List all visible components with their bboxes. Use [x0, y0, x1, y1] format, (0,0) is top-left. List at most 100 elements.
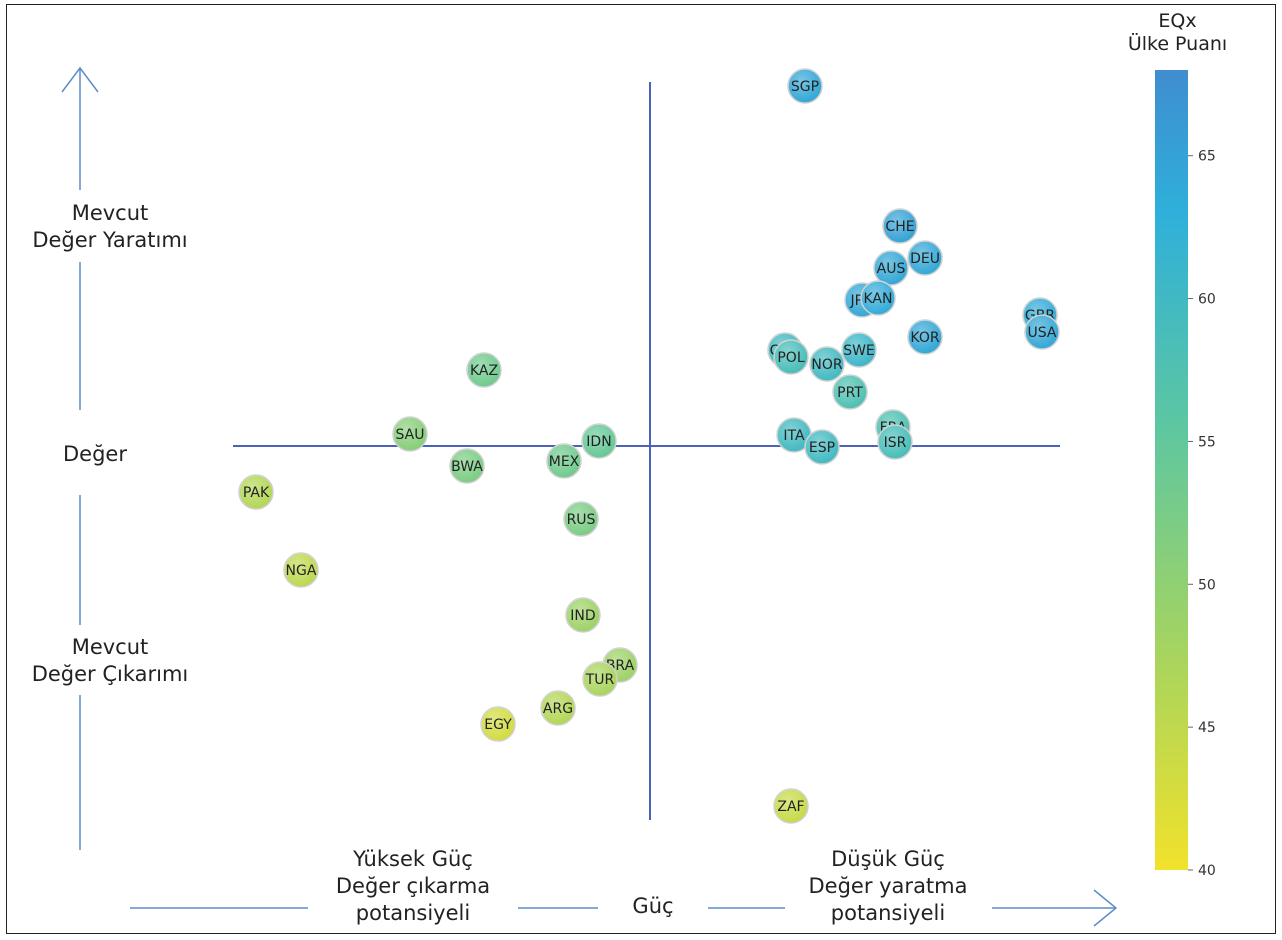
point-shine — [874, 251, 908, 285]
point-shine — [810, 347, 844, 381]
point-shine — [547, 444, 581, 478]
point-swe: SWE — [841, 332, 877, 368]
value-arrow — [61, 66, 99, 850]
point-zaf: ZAF — [773, 788, 809, 824]
x-left-line3: potansiyeli — [355, 901, 471, 925]
point-label: SAU — [396, 427, 425, 443]
point-esp: ESP — [804, 429, 840, 465]
point-bwa: BWA — [449, 448, 485, 484]
point-shine — [566, 598, 600, 632]
point-idn: IDN — [581, 423, 617, 459]
point-shine — [393, 417, 427, 451]
point-label: CHE — [885, 219, 914, 235]
point-label: KOR — [910, 330, 939, 346]
point-label: AUS — [877, 261, 906, 277]
point-label: RUS — [567, 512, 596, 528]
point-label: POL — [777, 350, 804, 366]
x-left-line1: Yüksek Güç — [353, 847, 473, 871]
point-egy: EGY — [480, 706, 516, 742]
data-points: SGPCHEDEUAUSJPNKANGBRUSAKORCHNPOLSWENORP… — [238, 68, 1060, 824]
point-shine — [777, 418, 811, 452]
point-label: NOR — [811, 357, 842, 373]
y-top-line2: Değer Yaratımı — [32, 228, 188, 252]
point-label: ISR — [884, 435, 907, 451]
point-prt: PRT — [832, 374, 868, 410]
colorbar-ticks: 40 45 50 55 60 65 — [1188, 149, 1216, 879]
point-aus: AUS — [873, 250, 909, 286]
colorbar-tick-label: 55 — [1198, 434, 1216, 450]
point-mex: MEX — [546, 443, 582, 479]
colorbar-title: EQx Ülke Puanı — [1110, 10, 1245, 56]
point-label: ITA — [783, 428, 805, 444]
point-shine — [908, 241, 942, 275]
point-usa: USA — [1024, 314, 1060, 350]
point-shine — [582, 424, 616, 458]
point-isr: ISR — [877, 424, 913, 460]
colorbar-title-line1: EQx — [1158, 10, 1197, 32]
point-label: IDN — [586, 434, 611, 450]
point-label: MEX — [549, 454, 580, 470]
point-shine — [788, 69, 822, 103]
point-nor: NOR — [809, 346, 845, 382]
point-shine — [583, 662, 617, 696]
point-deu: DEU — [907, 240, 943, 276]
x-right-line2: Değer yaratma — [808, 874, 968, 898]
point-shine — [1025, 315, 1059, 349]
point-shine — [908, 320, 942, 354]
point-label: TUR — [585, 672, 615, 688]
power-arrow — [130, 889, 1118, 927]
point-shine — [883, 209, 917, 243]
point-sgp: SGP — [787, 68, 823, 104]
colorbar-tick-label: 45 — [1198, 720, 1216, 736]
point-label: SWE — [843, 343, 875, 359]
y-mid-label: Değer — [40, 441, 150, 468]
point-shine — [564, 502, 598, 536]
y-bottom-label: Mevcut Değer Çıkarımı — [30, 634, 190, 688]
x-left-line2: Değer çıkarma — [335, 874, 491, 898]
chart-frame — [6, 4, 1276, 934]
point-pak: PAK — [238, 474, 274, 510]
point-shine — [861, 281, 895, 315]
point-che: CHE — [882, 208, 918, 244]
point-arg: ARG — [540, 690, 576, 726]
point-label: SGP — [791, 79, 819, 95]
point-pol: POL — [773, 339, 809, 375]
point-label: KAZ — [470, 363, 498, 379]
y-bottom-line2: Değer Çıkarımı — [31, 662, 189, 686]
point-kaz: KAZ — [466, 352, 502, 388]
x-mid-label: Güç — [600, 893, 706, 920]
y-bottom-line1: Mevcut — [71, 635, 149, 659]
point-shine — [833, 375, 867, 409]
point-label: PRT — [837, 385, 863, 401]
point-shine — [842, 333, 876, 367]
point-tur: TUR — [582, 661, 618, 697]
point-kor: KOR — [907, 319, 943, 355]
point-shine — [774, 789, 808, 823]
point-shine — [774, 340, 808, 374]
point-label: IND — [570, 608, 595, 624]
point-shine — [467, 353, 501, 387]
point-label: EGY — [484, 717, 512, 733]
point-shine — [805, 430, 839, 464]
point-shine — [284, 553, 318, 587]
point-label: NGA — [286, 563, 317, 579]
x-right-line3: potansiyeli — [830, 901, 946, 925]
colorbar-tick-label: 40 — [1198, 863, 1216, 879]
colorbar — [1155, 70, 1188, 870]
x-right-label: Düşük Güç Değer yaratma potansiyeli — [786, 846, 990, 927]
point-label: ARG — [543, 701, 573, 717]
y-top-label: Mevcut Değer Yaratımı — [30, 200, 190, 254]
x-right-line1: Düşük Güç — [831, 847, 945, 871]
point-rus: RUS — [563, 501, 599, 537]
point-label: ZAF — [777, 799, 804, 815]
point-kan: KAN — [860, 280, 896, 316]
point-label: ESP — [809, 440, 835, 456]
point-label: BWA — [451, 459, 483, 475]
point-label: PAK — [243, 485, 270, 501]
point-shine — [239, 475, 273, 509]
point-nga: NGA — [283, 552, 319, 588]
point-shine — [450, 449, 484, 483]
colorbar-tick-label: 50 — [1198, 577, 1216, 593]
y-top-line1: Mevcut — [71, 201, 149, 225]
